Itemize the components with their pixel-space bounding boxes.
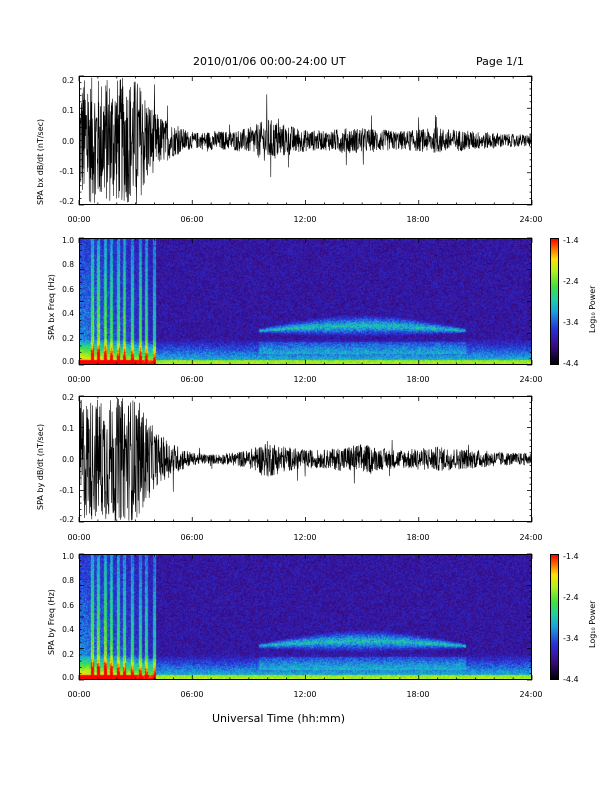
ytick: 0.1 [62, 106, 74, 115]
colorbar-tick: -3.4 [563, 634, 579, 643]
spectrogram-by-canvas [80, 555, 531, 679]
ytick: 0.6 [62, 601, 74, 610]
ytick: 0.6 [62, 285, 74, 294]
colorbar-tick: -2.4 [563, 593, 579, 602]
colorbar-tick: -4.4 [563, 359, 579, 368]
xtick: 06:00 [180, 690, 204, 699]
xtick: 24:00 [519, 215, 543, 224]
xtick: 18:00 [406, 690, 430, 699]
ytick: 0.1 [62, 424, 74, 433]
ytick: 0.4 [62, 309, 74, 318]
xtick: 12:00 [293, 533, 317, 542]
ytick: 0.0 [62, 137, 74, 146]
xtick: 06:00 [180, 215, 204, 224]
xtick: 06:00 [180, 375, 204, 384]
ytick: 0.2 [62, 334, 74, 343]
xtick: 18:00 [406, 375, 430, 384]
ytick: -0.1 [59, 486, 74, 495]
xtick: 24:00 [519, 690, 543, 699]
axis-minor-ticks [78, 75, 533, 681]
ytick: 0.4 [62, 625, 74, 634]
xtick: 00:00 [67, 690, 91, 699]
ytick: 0.8 [62, 576, 74, 585]
xtick: 24:00 [519, 533, 543, 542]
xtick: 18:00 [406, 533, 430, 542]
x-axis-label: Universal Time (hh:mm) [212, 712, 345, 725]
ytick: 1.0 [62, 236, 74, 245]
xtick: 00:00 [67, 375, 91, 384]
ytick: -0.2 [59, 197, 74, 206]
ytick: 0.2 [62, 76, 74, 85]
colorbar-bx [550, 238, 559, 365]
ytick: -0.2 [59, 515, 74, 524]
panel-by-spectrogram [79, 554, 532, 680]
waveform-series-line [79, 77, 532, 205]
colorbar-by [550, 554, 559, 680]
colorbar-tick: -1.4 [563, 236, 579, 245]
waveform-bx [79, 77, 532, 205]
colorbar-tick: -2.4 [563, 277, 579, 286]
ytick: 0.0 [62, 673, 74, 682]
spectrogram-bx-canvas [80, 239, 531, 364]
xtick: 12:00 [293, 375, 317, 384]
xtick: 00:00 [67, 215, 91, 224]
waveform-by [79, 397, 532, 522]
ytick: -0.1 [59, 167, 74, 176]
page-number: Page 1/1 [476, 55, 524, 68]
ytick: 1.0 [62, 552, 74, 561]
xtick: 12:00 [293, 690, 317, 699]
page-title: 2010/01/06 00:00-24:00 UT [193, 55, 346, 68]
ytick: 0.0 [62, 455, 74, 464]
ytick: 0.2 [62, 650, 74, 659]
colorbar-tick: -3.4 [563, 318, 579, 327]
ytick: 0.8 [62, 260, 74, 269]
ytick: 0.0 [62, 357, 74, 366]
xtick: 24:00 [519, 375, 543, 384]
colorbar-tick: -1.4 [563, 552, 579, 561]
xtick: 12:00 [293, 215, 317, 224]
waveform-series-line [79, 397, 532, 522]
ytick: 0.2 [62, 393, 74, 402]
colorbar-tick: -4.4 [563, 675, 579, 684]
xtick: 00:00 [67, 533, 91, 542]
xtick: 18:00 [406, 215, 430, 224]
xtick: 06:00 [180, 533, 204, 542]
